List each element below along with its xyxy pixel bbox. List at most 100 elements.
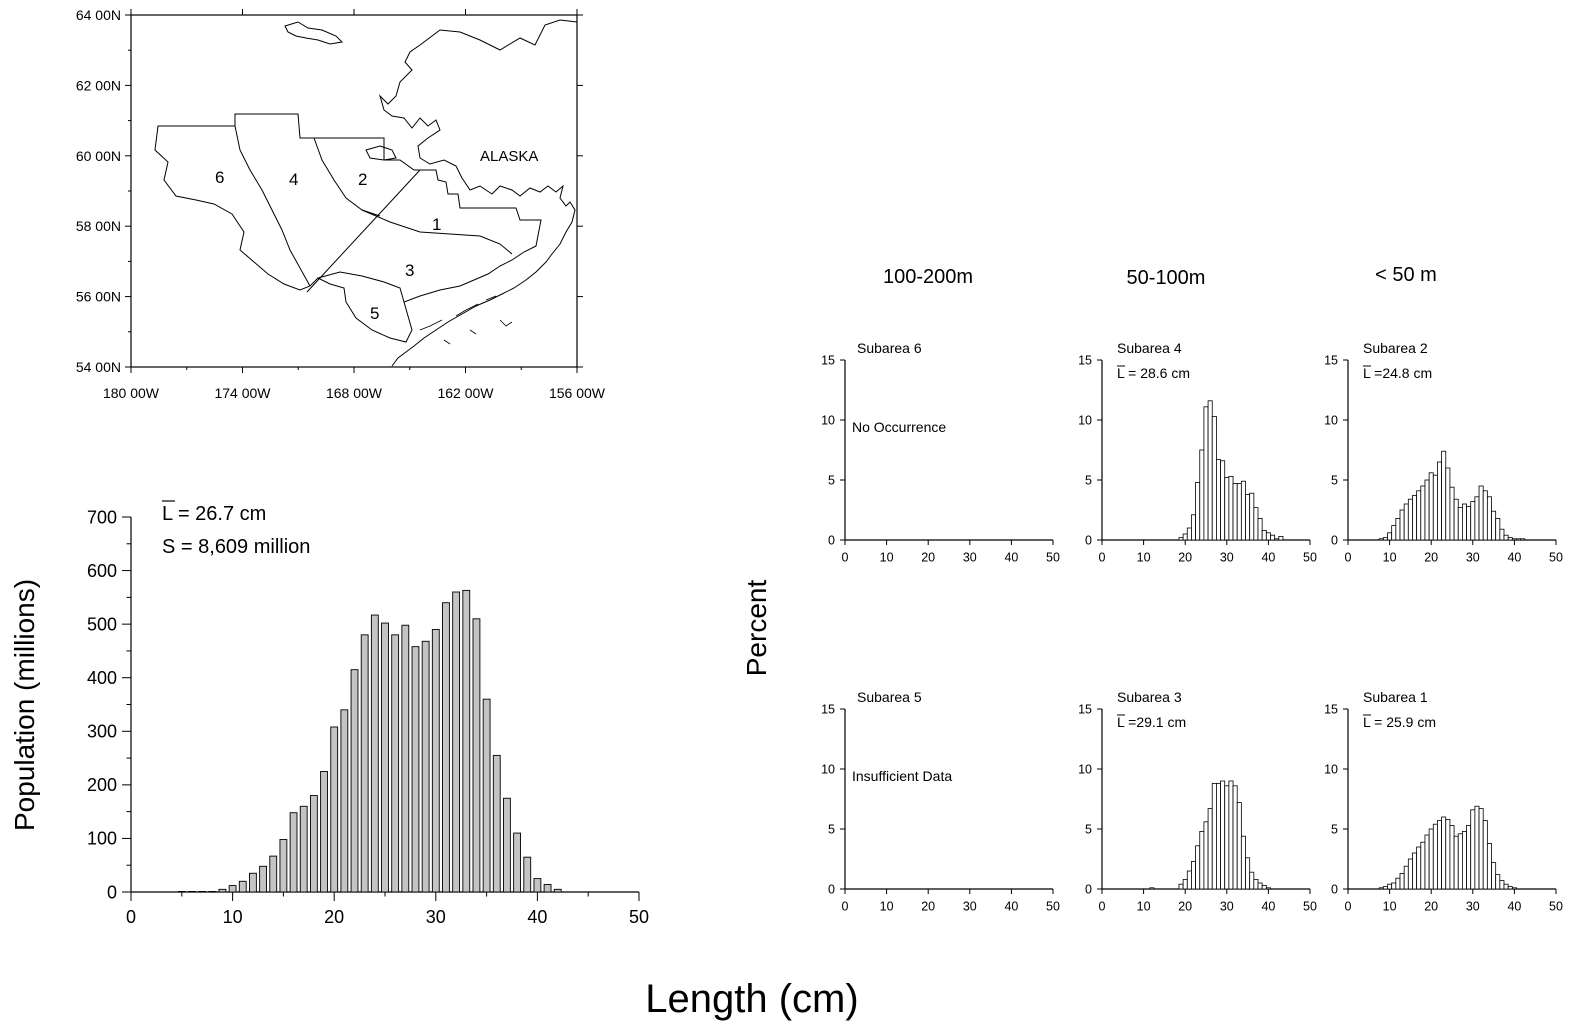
histogram-bar — [1270, 534, 1276, 541]
histogram-bar — [452, 591, 461, 893]
histogram-bar — [1195, 481, 1201, 541]
y-tick-label: 0 — [1331, 882, 1338, 896]
y-tick-label: 300 — [87, 722, 117, 742]
histogram-bar — [1449, 825, 1455, 890]
histogram-bar — [269, 855, 278, 893]
histogram-bar — [1453, 498, 1459, 541]
inner-outer-shelf-divider — [306, 169, 421, 293]
histogram-bar — [1470, 809, 1476, 890]
histogram-bar — [1261, 885, 1267, 890]
nunivak-island — [365, 145, 397, 161]
population-length-histogram: L = 26.7 cm S = 8,609 million Population… — [9, 500, 649, 927]
histogram-bar — [1257, 882, 1263, 890]
y-tick-label: 100 — [87, 829, 117, 849]
x-tick-label: 0 — [1099, 551, 1106, 565]
y-tick-label: 10 — [1324, 413, 1338, 427]
map-latitude-axis: 64 00N 62 00N 60 00N 58 00N 56 00N 54 00N — [76, 7, 583, 375]
histogram-bar — [1203, 406, 1209, 541]
histogram-bar — [1462, 503, 1467, 541]
x-tick-label: 40 — [1004, 900, 1018, 914]
histogram-bar — [177, 891, 186, 893]
histogram-bar — [442, 602, 450, 893]
histogram-bar — [1236, 802, 1242, 890]
depth-header-under-50m: < 50 m — [1375, 264, 1437, 286]
map-lat-label: 62 00N — [76, 77, 121, 93]
histogram-bar — [1274, 538, 1280, 541]
histogram-bar — [421, 640, 430, 893]
histogram-bar — [1211, 783, 1217, 890]
x-tick-label: 20 — [921, 900, 935, 914]
histogram-bar — [1203, 821, 1209, 890]
y-tick-label: 700 — [87, 507, 117, 527]
histogram-bar — [1182, 533, 1188, 541]
histogram-bar — [259, 865, 267, 893]
histogram-bar — [1511, 538, 1517, 541]
histogram-bar — [299, 805, 308, 893]
histogram-bar — [1253, 879, 1259, 890]
histogram-bar — [1253, 507, 1259, 541]
histogram-bar — [218, 888, 227, 893]
subarea-boundary-4-2 — [313, 137, 381, 217]
x-tick-label: 40 — [1507, 551, 1521, 565]
x-tick-label: 50 — [1046, 551, 1060, 565]
y-tick-label: 10 — [1078, 413, 1092, 427]
x-tick-label: 10 — [880, 900, 894, 914]
y-tick-label: 5 — [1331, 473, 1338, 487]
x-tick-label: 30 — [1220, 900, 1234, 914]
histogram-bar — [1424, 479, 1430, 541]
subarea-mean-label: L =24.8 cm — [1363, 365, 1432, 381]
peninsula-islands — [419, 295, 513, 345]
histogram-bar — [320, 771, 328, 893]
x-tick-label: 30 — [1466, 900, 1480, 914]
x-tick-label: 0 — [126, 907, 136, 927]
x-tick-label: 20 — [1424, 900, 1438, 914]
subarea-mean-label: L =29.1 cm — [1117, 714, 1186, 730]
histogram-bar — [1382, 886, 1388, 890]
histogram-bar — [208, 891, 217, 893]
histogram-bar — [1399, 509, 1405, 541]
histogram-bar — [1399, 873, 1405, 890]
histogram-bar — [1503, 883, 1509, 890]
histogram-bar — [472, 618, 481, 893]
histogram-bar — [1249, 492, 1255, 541]
histogram-bar — [1453, 835, 1459, 890]
histogram-bar — [1470, 501, 1476, 541]
histogram-bar — [1224, 477, 1230, 541]
histogram-bar — [1220, 780, 1226, 890]
subarea-mean-label: L = 25.9 cm — [1363, 714, 1436, 730]
histogram-bar — [391, 634, 400, 893]
histogram-bar — [1437, 461, 1442, 541]
histogram-bar — [330, 726, 339, 893]
y-tick-label: 15 — [821, 702, 835, 716]
histogram-bar — [1207, 400, 1213, 541]
histogram-bar — [1466, 505, 1472, 541]
histogram-bar — [1441, 816, 1447, 890]
histogram-bar — [381, 622, 389, 893]
histogram-bar — [340, 709, 349, 893]
histogram-bar — [1236, 483, 1242, 541]
histogram-bar — [431, 629, 440, 893]
y-tick-label: 0 — [1331, 533, 1338, 547]
histogram-bar — [1395, 518, 1401, 541]
histogram-bar — [492, 754, 501, 893]
subarea-note: Insufficient Data — [852, 768, 952, 784]
population-axis-title: Population (millions) — [9, 579, 40, 831]
histogram-bar — [1474, 805, 1480, 890]
x-tick-label: 20 — [324, 907, 344, 927]
histogram-bar — [228, 885, 237, 893]
histogram-bar — [309, 795, 318, 893]
histogram-bar — [1245, 857, 1251, 890]
histogram-bar — [1220, 460, 1226, 541]
subarea-number-1: 1 — [432, 215, 441, 234]
y-tick-label: 10 — [821, 762, 835, 776]
main-mean-length-label: L = 26.7 cm — [162, 503, 266, 525]
x-tick-label: 50 — [1046, 900, 1060, 914]
subarea-panel-subarea-6: 0 5 10 15 0 10 20 30 40 50 Subarea 6 No Occurrence — [821, 340, 1060, 565]
histogram-bar — [1474, 496, 1480, 541]
subarea-boundary-north-south — [361, 209, 513, 255]
histogram-bar — [1257, 518, 1263, 541]
x-tick-label: 30 — [963, 551, 977, 565]
histogram-bar — [1495, 518, 1501, 541]
x-tick-label: 30 — [1466, 551, 1480, 565]
